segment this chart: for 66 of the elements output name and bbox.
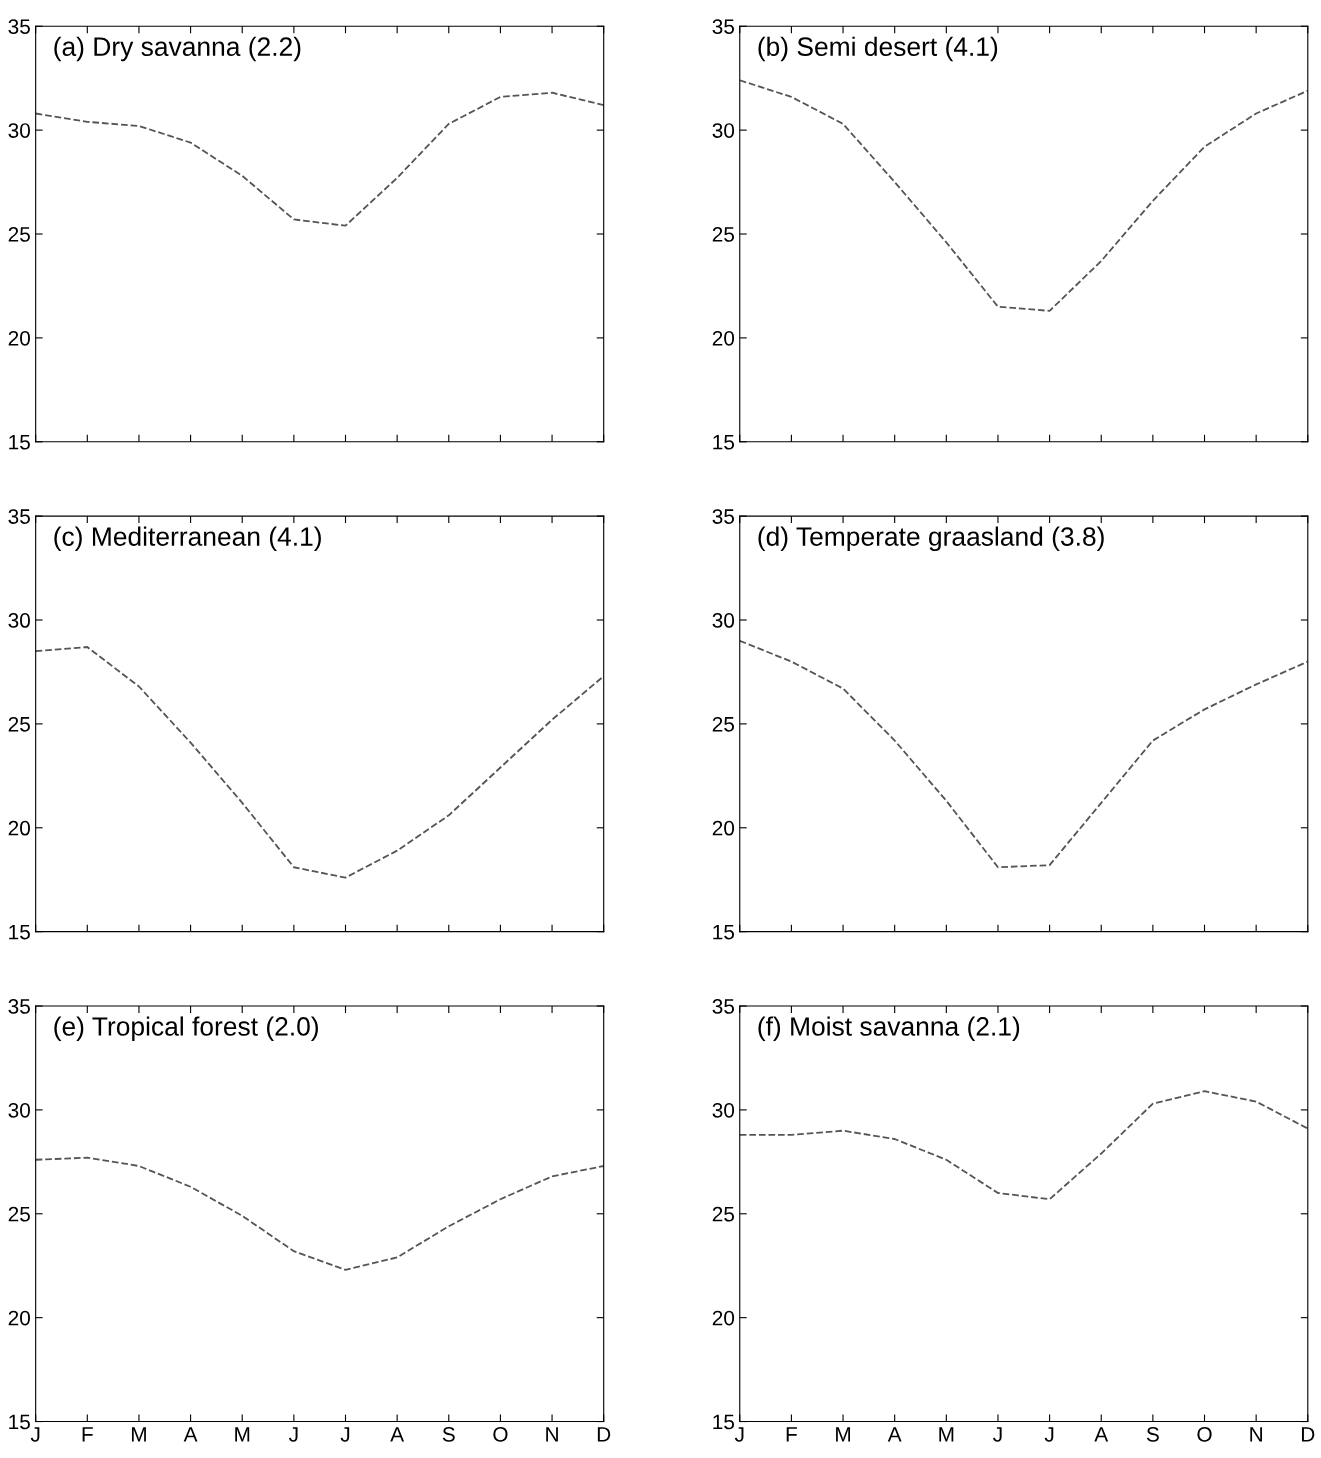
x-tick-label: O bbox=[1197, 1426, 1212, 1442]
line-series bbox=[739, 1090, 1308, 1201]
x-tick-label: M bbox=[131, 1427, 146, 1442]
x-tick-label: D bbox=[1301, 1427, 1315, 1442]
y-tick-label: 15 bbox=[9, 434, 30, 450]
y-tick-label: 15 bbox=[713, 434, 735, 450]
chart-title: (c) Mediterranean (4.1) bbox=[54, 526, 321, 552]
y-tick-label: 25 bbox=[8, 1206, 30, 1222]
y-tick-label: 20 bbox=[8, 330, 30, 346]
chart-title: (e) Tropical forest (2.0) bbox=[54, 1016, 318, 1042]
y-tick-label: 35 bbox=[8, 509, 30, 524]
x-tick-label: M bbox=[836, 1427, 851, 1442]
x-tick-label: J bbox=[734, 1427, 744, 1442]
x-tick-label: N bbox=[1250, 1427, 1262, 1442]
y-tick-label: 25 bbox=[8, 227, 30, 242]
x-tick-label: M bbox=[235, 1427, 250, 1442]
x-tick-label: J bbox=[30, 1427, 40, 1442]
y-tick-label: 35 bbox=[712, 999, 735, 1014]
y-tick-label: 20 bbox=[8, 820, 30, 836]
line-series bbox=[739, 79, 1308, 312]
y-tick-label: 25 bbox=[712, 227, 735, 242]
x-tick-label: A bbox=[183, 1427, 198, 1442]
y-tick-label: 30 bbox=[712, 1102, 735, 1118]
x-tick-label: N bbox=[546, 1427, 558, 1442]
line-series bbox=[739, 639, 1308, 869]
y-tick-label: 20 bbox=[712, 820, 735, 836]
y-tick-label: 35 bbox=[8, 999, 30, 1014]
x-tick-label: D bbox=[597, 1427, 611, 1442]
x-tick-label: A bbox=[390, 1427, 405, 1442]
y-tick-label: 30 bbox=[8, 1102, 30, 1118]
x-tick-label: F bbox=[786, 1427, 797, 1442]
y-tick-label: 15 bbox=[9, 924, 30, 940]
x-tick-label: S bbox=[442, 1426, 455, 1442]
chart-title: (f) Moist savanna (2.1) bbox=[758, 1016, 1020, 1041]
x-tick-label: J bbox=[1044, 1427, 1054, 1442]
y-tick-label: 30 bbox=[712, 123, 735, 138]
y-tick-label: 15 bbox=[9, 1414, 30, 1430]
chart-title: (d) Temperate graasland (3.8) bbox=[758, 526, 1104, 552]
line-series bbox=[35, 1156, 604, 1271]
x-tick-label: O bbox=[493, 1426, 508, 1442]
y-tick-label: 20 bbox=[8, 1310, 30, 1326]
y-tick-label: 25 bbox=[712, 716, 735, 732]
y-tick-label: 35 bbox=[712, 19, 735, 34]
x-tick-label: J bbox=[288, 1427, 298, 1442]
x-tick-label: J bbox=[340, 1427, 350, 1442]
x-tick-label: S bbox=[1146, 1426, 1159, 1442]
x-tick-label: A bbox=[1094, 1427, 1109, 1442]
y-tick-label: 25 bbox=[712, 1206, 735, 1222]
y-tick-label: 30 bbox=[712, 613, 735, 628]
y-tick-label: 35 bbox=[712, 509, 735, 524]
y-tick-label: 20 bbox=[712, 1310, 735, 1326]
y-tick-label: 30 bbox=[8, 123, 30, 138]
y-tick-label: 15 bbox=[713, 1414, 735, 1430]
line-series bbox=[35, 91, 604, 227]
x-tick-label: A bbox=[887, 1427, 902, 1442]
y-tick-label: 15 bbox=[713, 924, 735, 940]
y-tick-label: 20 bbox=[712, 330, 735, 346]
chart-title: (b) Semi desert (4.1) bbox=[758, 36, 998, 62]
line-series bbox=[35, 646, 604, 879]
chart-title: (a) Dry savanna (2.2) bbox=[54, 36, 301, 62]
y-tick-label: 30 bbox=[8, 613, 30, 628]
y-tick-label: 25 bbox=[8, 716, 30, 732]
x-tick-label: J bbox=[993, 1427, 1002, 1442]
y-tick-label: 35 bbox=[8, 19, 30, 34]
x-tick-label: F bbox=[82, 1427, 93, 1442]
x-tick-label: M bbox=[939, 1427, 954, 1442]
